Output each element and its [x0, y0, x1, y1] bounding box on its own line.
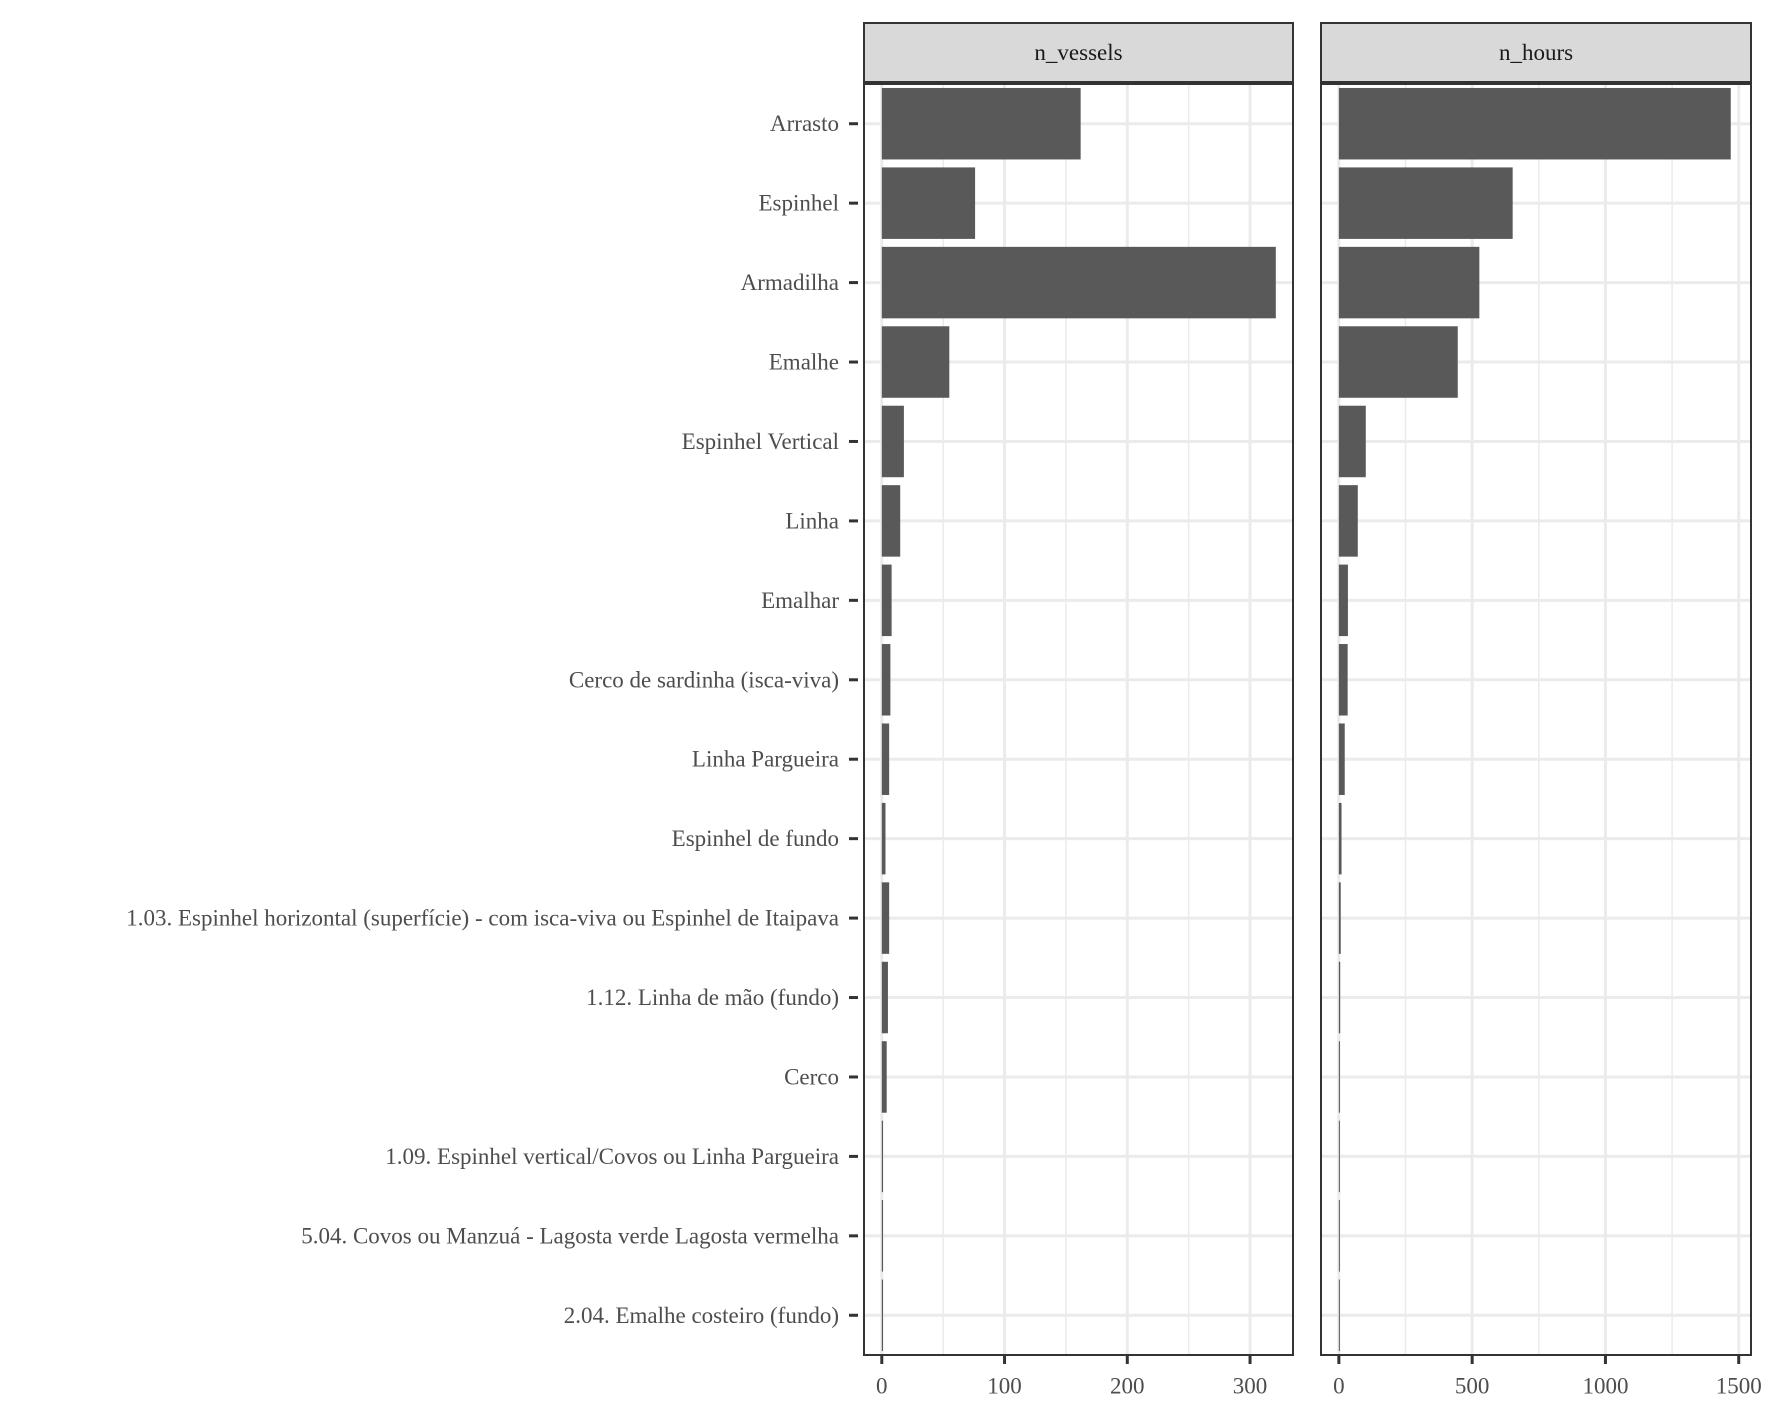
- bar: [1338, 87, 1731, 160]
- x-tick-label: 300: [1233, 1374, 1268, 1399]
- bar: [881, 644, 891, 716]
- panel-border: [1320, 83, 1752, 1356]
- x-tick-label: 100: [987, 1374, 1022, 1399]
- category-label: Espinhel de fundo: [672, 826, 839, 851]
- bar: [1338, 1279, 1340, 1352]
- x-tick-label: 0: [1333, 1374, 1345, 1399]
- panel-n-vessels: n_vessels 0 100 200 300: [863, 22, 1294, 1399]
- bar: [881, 167, 976, 239]
- bar: [881, 1279, 884, 1352]
- panel-border: [863, 83, 1294, 1356]
- category-label: Emalhar: [761, 588, 839, 613]
- bar: [1338, 644, 1348, 716]
- category-label: Linha Pargueira: [692, 747, 839, 772]
- panel-n-hours: n_hours 0 500 1000 1500: [1320, 22, 1762, 1399]
- bar: [1338, 961, 1341, 1034]
- facet-strip-label: n_hours: [1499, 40, 1573, 65]
- x-tick-label: 500: [1455, 1374, 1490, 1399]
- facet-strip: [863, 22, 1294, 83]
- category-label: Espinhel Vertical: [682, 429, 839, 454]
- bar: [881, 882, 890, 954]
- bar: [1338, 723, 1345, 795]
- bar: [881, 564, 892, 637]
- bar: [881, 1200, 884, 1272]
- category-label: Armadilha: [741, 270, 839, 295]
- bar: [1338, 1041, 1340, 1113]
- category-label: 5.04. Covos ou Manzuá - Lagosta verde La…: [301, 1223, 839, 1248]
- category-label: Cerco de sardinha (isca-viva): [569, 667, 839, 692]
- facet-panels: n_vessels 0 100 200 300 n_hours 0 500 1000 1500: [863, 22, 1762, 1399]
- bar: [1338, 485, 1358, 557]
- bar: [881, 246, 1276, 319]
- x-tick-label: 1000: [1582, 1374, 1628, 1399]
- category-label: 1.03. Espinhel horizontal (superfície) -…: [126, 906, 839, 931]
- category-label: Emalhe: [769, 350, 839, 375]
- bar: [881, 405, 904, 478]
- bar: [1338, 1200, 1340, 1272]
- bar: [881, 723, 890, 795]
- bar: [1338, 882, 1341, 954]
- bar: [1338, 405, 1366, 478]
- bar: [1338, 167, 1513, 239]
- category-label: Cerco: [784, 1064, 839, 1089]
- facet-strip: [1320, 22, 1752, 83]
- bar: [1338, 246, 1480, 319]
- bar: [1338, 564, 1348, 637]
- bar: [1338, 1120, 1340, 1193]
- bar: [1338, 326, 1458, 398]
- category-label: Linha: [785, 508, 839, 533]
- bar: [1338, 802, 1342, 875]
- bar: [881, 87, 1081, 160]
- bar: [881, 961, 888, 1034]
- x-tick-label: 0: [876, 1374, 888, 1399]
- x-tick-label: 1500: [1716, 1374, 1762, 1399]
- x-tick-label: 200: [1110, 1374, 1145, 1399]
- bar: [881, 485, 901, 557]
- bar: [881, 326, 950, 398]
- facet-strip-label: n_vessels: [1034, 40, 1122, 65]
- category-label: 1.12. Linha de mão (fundo): [586, 985, 839, 1010]
- category-label: Espinhel: [759, 191, 840, 216]
- category-label: Arrasto: [770, 111, 839, 136]
- category-label: 1.09. Espinhel vertical/Covos ou Linha P…: [385, 1144, 839, 1169]
- bar: [881, 802, 886, 875]
- category-axis: Arrasto Espinhel Armadilha Emalhe Espinhel V…: [126, 111, 858, 1328]
- bar: [881, 1120, 884, 1193]
- bar: [881, 1041, 887, 1113]
- category-label: 2.04. Emalhe costeiro (fundo): [564, 1303, 839, 1328]
